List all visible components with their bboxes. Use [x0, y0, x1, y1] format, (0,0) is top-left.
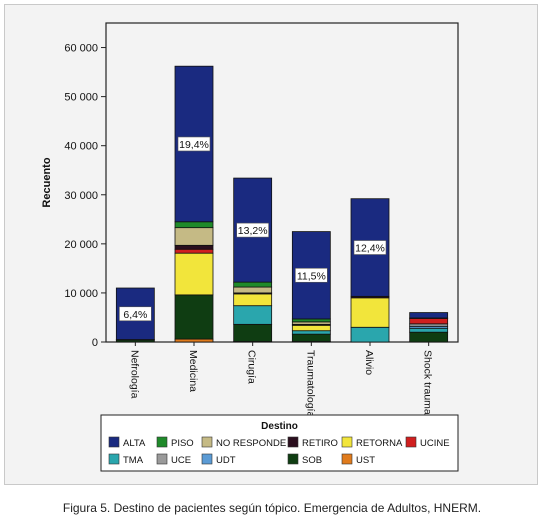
x-tick-label: Cirugía [246, 350, 258, 384]
plot-area [105, 22, 459, 343]
y-tick-label: 30 000 [64, 190, 98, 202]
data-label: 19,4% [179, 139, 209, 151]
x-tick-label: Medicina [187, 350, 199, 392]
legend-label: UST [356, 455, 375, 466]
bar-segment-ust [174, 338, 214, 343]
y-tick-label: 50 000 [64, 92, 98, 104]
y-tick-label: 10 000 [64, 288, 98, 300]
legend-label: TMA [123, 455, 144, 466]
figure-caption: Figura 5. Destino de pacientes según tóp… [62, 501, 482, 515]
y-tick-label: 60 000 [64, 43, 98, 55]
bar-segment-sob [174, 294, 214, 340]
bar-segment-ucine [409, 318, 449, 325]
legend-title: Destino [261, 421, 298, 432]
legend-swatch [156, 436, 168, 448]
data-label: 12,4% [355, 243, 385, 255]
bar-segment-tma [409, 327, 449, 333]
legend-label: UCE [171, 455, 191, 466]
bar-segment-retorna [233, 293, 273, 307]
data-label-box [295, 267, 328, 283]
data-label-box [353, 240, 387, 255]
bar-segment-retorna [174, 252, 214, 296]
data-label-box [236, 222, 269, 238]
x-tick-label: Shock trauma [422, 350, 434, 415]
x-tick-label: Alivio [363, 350, 375, 375]
bar-segment-retorna [291, 324, 331, 332]
y-axis-label: Recuento [41, 157, 53, 207]
stacked-bar-chart: 0 10 000 20 000 30 000 40 000 50 000 60 000 Rec… [41, 22, 459, 472]
bar-segment-tma [291, 330, 331, 335]
legend-label: NO RESPONDE [216, 438, 286, 449]
bar-segment-alta [409, 312, 449, 319]
bar-segment-sob [291, 333, 331, 342]
legend-label: RETORNA [356, 438, 403, 449]
bar-segment-retiro [174, 244, 214, 250]
legend-label: PISO [171, 438, 194, 449]
bar-segment-retorna [350, 297, 390, 328]
legend-swatch [108, 436, 120, 448]
legend-swatch [287, 453, 299, 465]
bar-segment-piso [174, 221, 214, 229]
x-tick-label: Traumatología [304, 350, 316, 417]
legend-swatch [108, 453, 120, 465]
bar-segment-ucine [174, 248, 214, 254]
bar-segment-piso [291, 318, 331, 323]
y-tick-label: 40 000 [64, 141, 98, 153]
bar-segment-sob [233, 323, 273, 342]
legend-label: RETIRO [302, 438, 338, 449]
bar-segment-no-responde [233, 286, 273, 294]
x-tick-label: Nefrología [128, 350, 140, 399]
legend-label: SOB [302, 455, 322, 466]
legend-label: UCINE [420, 438, 450, 449]
bar-segment-tma [350, 326, 390, 343]
legend-swatch [341, 436, 353, 448]
bar-segment-tma [233, 305, 273, 325]
bar-segment-no-responde [174, 227, 214, 246]
legend-swatch [201, 453, 213, 465]
data-label: 6,4% [123, 309, 147, 321]
legend-swatch [405, 436, 417, 448]
data-label: 13,2% [238, 225, 268, 237]
data-label-box [119, 306, 152, 322]
bar-segment-sob [409, 331, 449, 343]
legend-swatch [287, 436, 299, 448]
legend-label: UDT [216, 455, 236, 466]
y-tick-label: 20 000 [64, 239, 98, 251]
y-tick-label: 0 [92, 337, 98, 349]
legend-label: ALTA [123, 438, 146, 449]
data-label: 11,5% [297, 270, 326, 282]
legend-swatch [201, 436, 213, 448]
legend-swatch [341, 453, 353, 465]
bar-segment-piso [233, 281, 273, 288]
legend-swatch [156, 453, 168, 465]
data-label-box [177, 136, 211, 152]
